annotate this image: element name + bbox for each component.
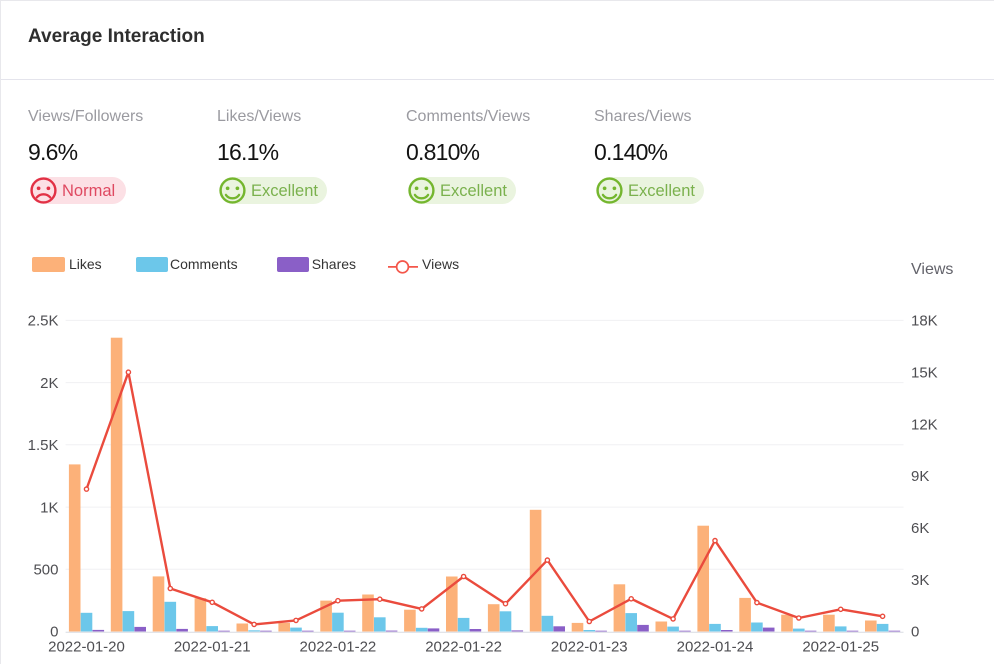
svg-text:1.5K: 1.5K: [28, 437, 59, 454]
svg-text:3K: 3K: [911, 572, 929, 589]
svg-text:0: 0: [911, 624, 919, 641]
svg-text:1K: 1K: [40, 499, 58, 516]
svg-text:2022-01-23: 2022-01-23: [551, 639, 628, 656]
svg-text:2022-01-21: 2022-01-21: [174, 639, 251, 656]
svg-text:9K: 9K: [911, 468, 929, 485]
svg-text:2.5K: 2.5K: [28, 313, 59, 330]
svg-text:12K: 12K: [911, 416, 938, 433]
svg-text:2K: 2K: [40, 375, 58, 392]
svg-text:0: 0: [50, 624, 58, 641]
svg-text:2022-01-22: 2022-01-22: [425, 639, 502, 656]
svg-text:2022-01-20: 2022-01-20: [48, 639, 125, 656]
svg-text:18K: 18K: [911, 313, 938, 330]
svg-text:500: 500: [33, 562, 58, 579]
svg-text:2022-01-24: 2022-01-24: [677, 639, 754, 656]
svg-text:15K: 15K: [911, 364, 938, 381]
svg-text:2022-01-25: 2022-01-25: [802, 639, 879, 656]
svg-text:6K: 6K: [911, 520, 929, 537]
svg-text:2022-01-22: 2022-01-22: [300, 639, 377, 656]
